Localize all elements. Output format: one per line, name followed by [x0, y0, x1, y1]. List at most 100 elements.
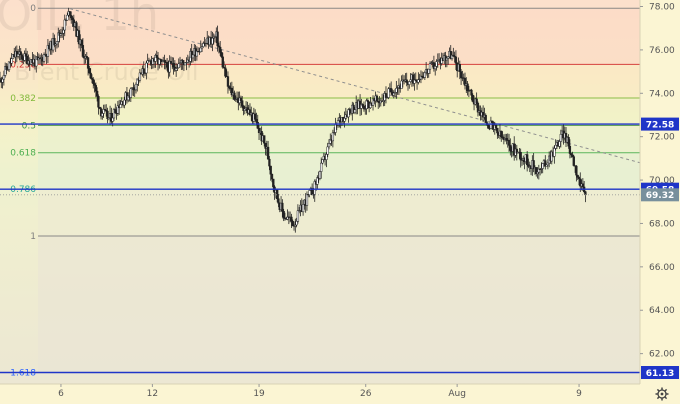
candle-body [494, 125, 498, 129]
candle-body [119, 104, 122, 109]
candle-body [405, 79, 408, 83]
y-tick-label: 76.00 [649, 46, 675, 56]
candle-body [475, 98, 478, 104]
candle-body [263, 135, 266, 144]
candle-body [146, 60, 149, 64]
y-tick-label: 78.00 [649, 3, 675, 13]
fib-label: 0.786 [10, 185, 36, 195]
candle-body [228, 86, 231, 89]
candle-body [572, 156, 575, 166]
candle-body [375, 95, 379, 102]
candle-body [191, 54, 195, 59]
trendline-line[interactable] [69, 8, 641, 164]
fib-label: 0.382 [10, 94, 36, 104]
x-tick-label: 12 [147, 389, 158, 399]
candle-body [5, 66, 8, 70]
candle-body [269, 165, 272, 175]
fib-label: 1.618 [10, 369, 36, 379]
candle-body [71, 17, 74, 21]
price-tag-background [641, 366, 679, 380]
candle-body [427, 68, 430, 74]
y-tick-label: 66.00 [649, 263, 675, 273]
candle-body [290, 216, 293, 222]
fib-label: 0.236 [10, 60, 36, 70]
candle-body [145, 62, 148, 74]
fib-zone [38, 125, 640, 153]
x-tick-label: 6 [58, 389, 64, 399]
candle-body [526, 154, 529, 166]
candle-body [471, 94, 474, 102]
candle-body [106, 110, 109, 120]
candle-body [81, 45, 85, 57]
x-tick-label: 9 [576, 389, 582, 399]
candle-body [10, 58, 13, 64]
candle-body [53, 38, 56, 46]
candle-body [16, 53, 20, 57]
candle-body [68, 11, 72, 16]
candle-body [567, 137, 570, 147]
candle-body [487, 124, 490, 129]
candle-body [450, 54, 454, 59]
candle-body [123, 99, 126, 106]
trendline[interactable] [69, 8, 641, 164]
candle-body [327, 143, 331, 148]
price-tag: 61.13 [646, 369, 674, 379]
candle-body [392, 92, 395, 96]
candle-body [199, 47, 202, 53]
candle-body [254, 113, 257, 120]
candle-body [568, 145, 572, 154]
candle-body [281, 202, 284, 212]
price-tag-background [641, 117, 679, 131]
candle-body [558, 141, 561, 147]
candle-body [42, 54, 46, 62]
candle-body [94, 85, 97, 92]
candle-body [93, 83, 96, 86]
candle-body [219, 46, 222, 53]
candle-body [559, 134, 562, 142]
candle-body [554, 145, 557, 149]
y-tick-label: 70.00 [649, 176, 675, 186]
candle-body [226, 76, 230, 87]
candle-body [92, 79, 95, 84]
candle-body [239, 97, 243, 101]
candle-body [571, 154, 574, 157]
fib-zone [38, 189, 640, 237]
candle-body [241, 100, 244, 107]
candle-body [89, 72, 92, 79]
candle-body [318, 171, 322, 179]
candle-body [509, 145, 512, 151]
candle-body [195, 51, 199, 57]
candle-body [291, 220, 294, 226]
candle-body [138, 72, 142, 81]
price-tag: 72.58 [646, 120, 674, 130]
candle-body [326, 146, 329, 155]
candle-body [35, 56, 38, 67]
fib-label: 0 [30, 4, 36, 14]
candle-body [308, 190, 311, 195]
candle-body [544, 160, 547, 167]
candle-body [331, 132, 335, 142]
gear-icon[interactable] [655, 387, 669, 401]
candle-body [321, 159, 324, 164]
candle-body [112, 109, 116, 119]
candle-body [507, 140, 511, 146]
candle-body [155, 55, 158, 59]
candle-body [343, 118, 346, 122]
candle-body [409, 79, 412, 82]
candle-body [20, 54, 24, 60]
candle-body [466, 83, 469, 91]
candle-body [163, 60, 166, 63]
candle-body [95, 90, 99, 97]
candle-body [491, 120, 494, 123]
candle-body [154, 55, 157, 62]
candle-body [576, 174, 579, 178]
candle-body [101, 113, 104, 117]
candle-body [484, 114, 487, 123]
candle-body [268, 158, 271, 167]
candle-body [256, 122, 259, 129]
candle-body [295, 221, 298, 226]
candle-body [532, 160, 535, 170]
y-tick-label: 72.00 [649, 133, 675, 143]
fib-label: 0.618 [10, 149, 36, 159]
